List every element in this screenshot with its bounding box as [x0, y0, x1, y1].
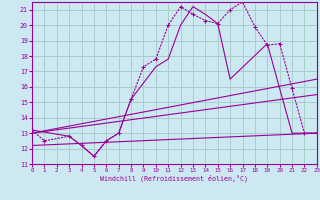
- X-axis label: Windchill (Refroidissement éolien,°C): Windchill (Refroidissement éolien,°C): [100, 175, 248, 182]
